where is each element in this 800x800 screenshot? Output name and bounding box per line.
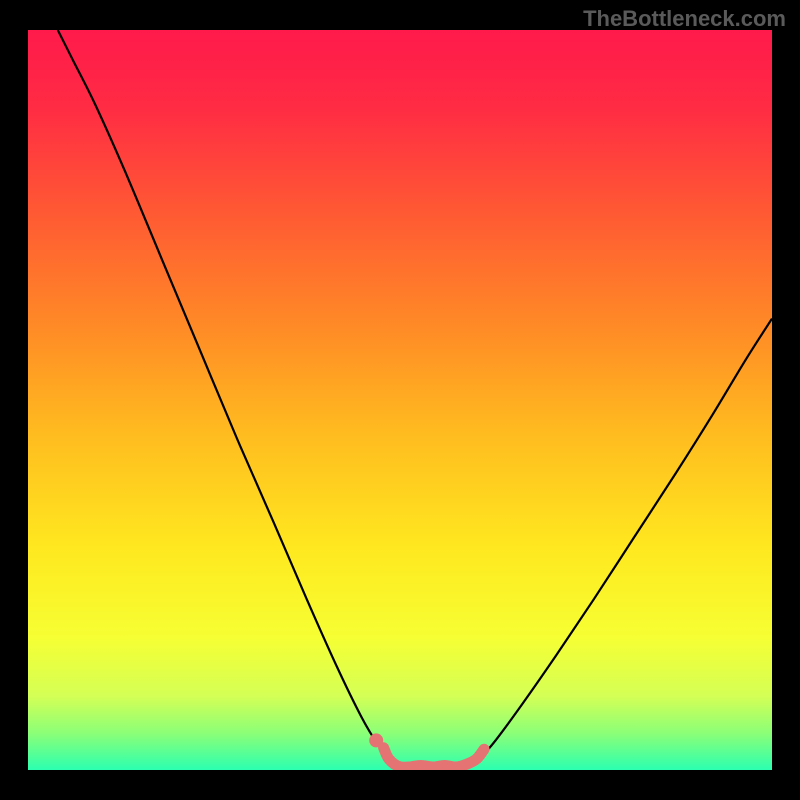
chart-frame: TheBottleneck.com [0, 0, 800, 800]
plot-svg [28, 30, 772, 770]
gradient-background [28, 30, 772, 770]
watermark-text: TheBottleneck.com [583, 6, 786, 32]
plot-area [28, 30, 772, 770]
squiggle-marker [369, 733, 383, 747]
